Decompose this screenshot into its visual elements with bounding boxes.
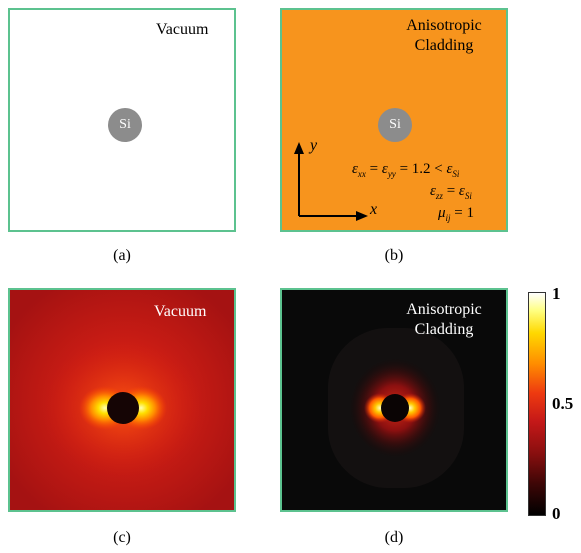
panel-c-vacuum-field-map: Vacuum [8, 288, 236, 512]
caption-b: (b) [384, 247, 404, 264]
y-axis-label: y [310, 137, 318, 154]
caption-a: (a) [113, 247, 131, 264]
axes-arrows [294, 142, 368, 221]
panel-b-cladding-schematic: Anisotropic Cladding Si y x εxx = εyy = … [280, 8, 508, 232]
panel-b-title-line2: Cladding [414, 37, 474, 54]
si-particle: Si [108, 108, 142, 142]
panel-b-title-line1: Anisotropic [406, 17, 482, 34]
caption-c: (c) [113, 529, 131, 546]
colorbar-mid-label: 0.5 [552, 394, 574, 413]
si-particle: Si [378, 108, 412, 142]
x-axis-label: x [370, 201, 378, 218]
panel-c-title: Vacuum [154, 303, 207, 320]
equation-eps-transverse: εxx = εyy = 1.2 < εSi [352, 161, 460, 179]
colorbar [528, 292, 546, 516]
equation-mu: μij = 1 [438, 205, 475, 223]
field-intensity-map-cladding [282, 290, 506, 510]
equation-eps-zz: εzz = εSi [430, 183, 472, 201]
panel-d-cladding-field-map: Anisotropic Cladding [280, 288, 508, 512]
field-intensity-map-vacuum [10, 290, 234, 510]
panel-a-vacuum-schematic: Vacuum Si [8, 8, 236, 232]
caption-d: (d) [384, 529, 404, 546]
particle-core [107, 392, 139, 424]
panel-d-title-line1: Anisotropic [406, 301, 482, 318]
colorbar-min-label: 0 [552, 504, 561, 523]
particle-core [381, 394, 409, 422]
colorbar-max-label: 1 [552, 284, 561, 303]
panel-a-title: Vacuum [156, 21, 209, 38]
panel-d-title-line2: Cladding [414, 321, 474, 338]
